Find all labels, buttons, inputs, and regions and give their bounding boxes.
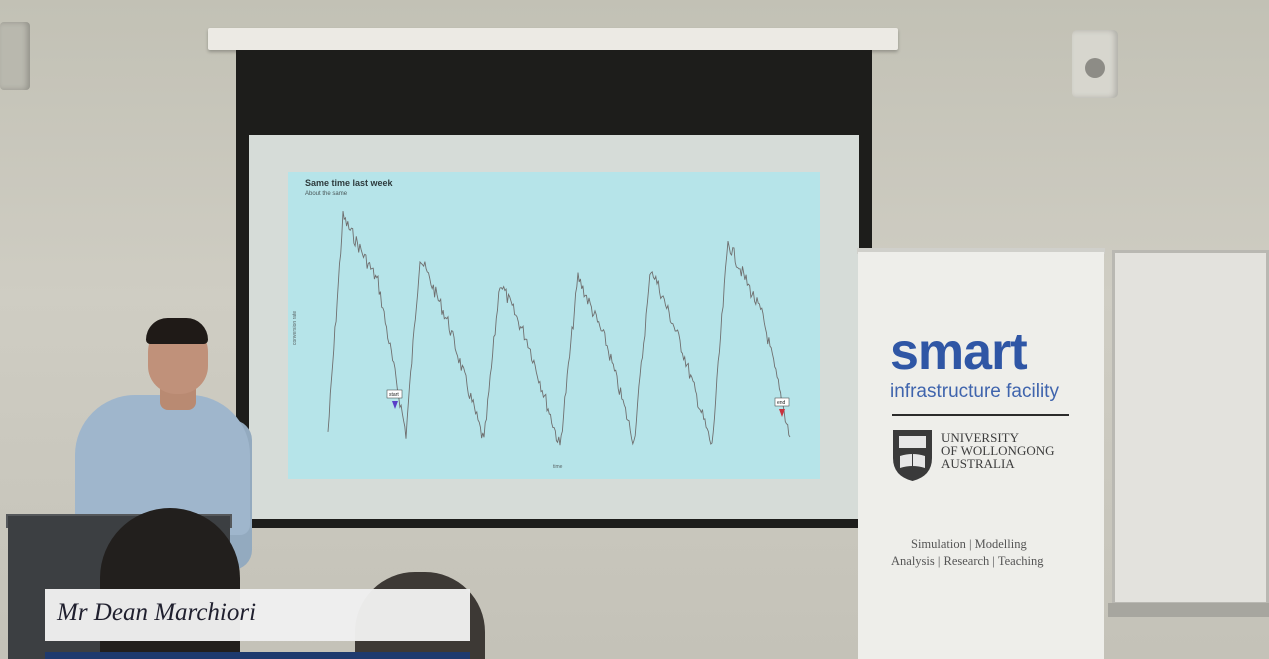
university-crest-icon bbox=[893, 430, 932, 481]
projector-screen-roller bbox=[208, 28, 898, 50]
whiteboard bbox=[1112, 250, 1269, 605]
university-name: UNIVERSITY OF WOLLONGONG AUSTRALIA bbox=[941, 431, 1055, 470]
end-marker-label: end bbox=[777, 400, 786, 406]
presenter-hair bbox=[146, 318, 208, 344]
start-marker-box bbox=[386, 389, 403, 399]
speaker-cone-icon bbox=[1085, 58, 1105, 78]
lower-third-caption bbox=[45, 589, 470, 641]
university-name-line-2: OF WOLLONGONG bbox=[941, 443, 1055, 458]
slide-x-axis-label: time bbox=[553, 464, 563, 470]
chart-series-line bbox=[327, 211, 791, 446]
banner-divider bbox=[892, 414, 1069, 416]
caption-accent-bar bbox=[45, 652, 470, 659]
end-marker-box bbox=[774, 397, 790, 407]
whiteboard-tray bbox=[1108, 603, 1269, 617]
slide-line-chart: start end bbox=[327, 211, 791, 446]
slide-title: Same time last week bbox=[305, 178, 393, 188]
wall-speaker-left bbox=[0, 22, 30, 90]
end-marker-icon bbox=[779, 409, 785, 417]
speaker-name: Mr Dean Marchiori bbox=[57, 599, 257, 626]
university-name-line-1: UNIVERSITY bbox=[941, 430, 1019, 445]
banner-brand-subtitle: infrastructure facility bbox=[890, 381, 1059, 402]
slide-subtitle: About the same bbox=[305, 191, 348, 197]
start-marker-icon bbox=[392, 401, 398, 409]
university-name-line-3: AUSTRALIA bbox=[941, 456, 1015, 471]
slide-y-axis-label: conversion rate bbox=[292, 310, 298, 345]
banner-tagline-2: Analysis | Research | Teaching bbox=[891, 554, 1044, 568]
banner-brand-logo: smart bbox=[890, 323, 1028, 381]
start-marker-label: start bbox=[389, 392, 399, 398]
banner-tagline-1: Simulation | Modelling bbox=[911, 537, 1027, 551]
banner-top-rail bbox=[857, 248, 1105, 254]
